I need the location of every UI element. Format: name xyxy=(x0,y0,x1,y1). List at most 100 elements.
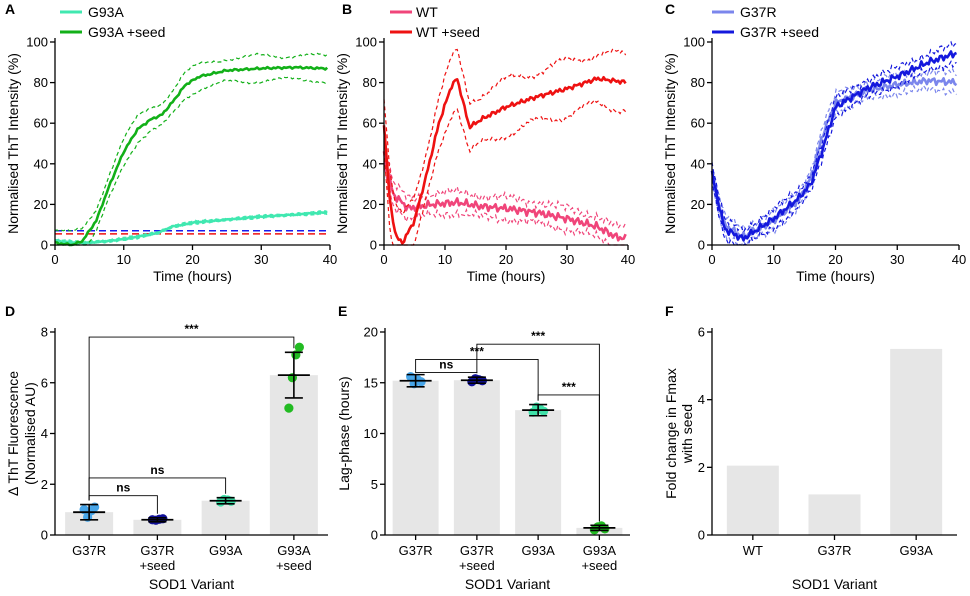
series-wt-line xyxy=(382,151,627,242)
y-axis-title-line2: with seed xyxy=(679,404,695,464)
panel-a-chart: 0 20 40 60 80 100 0 10 20 30 40 Time (hours) Normali… xyxy=(5,35,337,285)
series-wt-seed-lower-ci xyxy=(383,98,627,246)
significance-label: *** xyxy=(562,380,576,394)
legend-label-g37r: G37R xyxy=(740,4,777,20)
x-tick-label: 30 xyxy=(890,252,904,267)
y-axis-title: Normalised ThT Intensity (%) xyxy=(5,53,21,234)
y-tick-label: 4 xyxy=(41,426,48,441)
panel-c-letter: C xyxy=(665,1,675,17)
y-tick-label: 5 xyxy=(371,477,378,492)
x-tick-label: 20 xyxy=(185,252,199,267)
series-g93a-line xyxy=(54,211,328,245)
bar-4 xyxy=(269,375,318,535)
x-tick-label: 10 xyxy=(438,252,452,267)
category-label: G37R xyxy=(399,543,433,558)
y-tick-label: 4 xyxy=(698,392,705,407)
legend-label-g37r-seed: G37R +seed xyxy=(740,24,819,40)
x-axis-title: Time (hours) xyxy=(467,268,546,284)
significance-label: *** xyxy=(184,322,198,336)
category-label: G37R xyxy=(140,543,174,558)
category-label: WT xyxy=(743,543,763,558)
panel-a-letter: A xyxy=(5,1,15,17)
x-tick-label: 0 xyxy=(51,252,58,267)
bar-2 xyxy=(453,380,500,535)
y-tick-label: 0 xyxy=(370,238,377,253)
series-g37r-upper-ci xyxy=(711,66,957,231)
y-axis-title: Fold change in Fmax xyxy=(663,368,679,499)
series-g37r-seed-upper-ci xyxy=(711,40,957,234)
significance-label: ns xyxy=(439,358,453,372)
significance-label: ns xyxy=(116,481,130,495)
x-tick-label: 30 xyxy=(254,252,268,267)
significance-bracket xyxy=(88,477,227,501)
y-tick-label: 60 xyxy=(363,116,377,131)
category-label: G37R xyxy=(460,543,494,558)
bar-2 xyxy=(808,494,861,535)
y-axis-title: Normalised ThT Intensity (%) xyxy=(334,53,350,234)
bar-1 xyxy=(392,380,439,535)
y-tick-label: 0 xyxy=(698,528,705,543)
legend-label-wt: WT xyxy=(416,4,438,20)
x-tick-label: 20 xyxy=(828,252,842,267)
y-tick-label: 2 xyxy=(41,477,48,492)
y-tick-label: 0 xyxy=(41,238,48,253)
significance-bracket xyxy=(415,358,539,401)
category-label: G93A xyxy=(209,543,243,558)
legend-label-g93a-seed: G93A +seed xyxy=(88,24,165,40)
data-point xyxy=(539,406,549,416)
series-wt-upper-ci xyxy=(383,140,627,230)
category-label: G93A xyxy=(900,543,934,558)
panel-f: F 0 2 4 6 WT G37R G93A SOD1 Variant Fold change … xyxy=(663,303,957,592)
panel-f-chart: 0 2 4 6 WT G37R G93A SOD1 Variant Fold change in… xyxy=(663,325,957,592)
category-label: G37R xyxy=(818,543,852,558)
category-label-sub: +seed xyxy=(581,558,617,573)
significance-label: *** xyxy=(470,344,484,358)
significance-bracket xyxy=(537,394,600,522)
panel-c: C G37R G37R +seed 0 20 40 60 80 100 0 10 20 30 40 T… xyxy=(662,1,966,284)
panel-b: B WT WT +seed 0 20 40 60 80 100 0 10 20 30 40 Time … xyxy=(334,1,635,284)
category-label-sub: +seed xyxy=(139,558,175,573)
panel-c-legend: G37R G37R +seed xyxy=(712,4,819,40)
legend-label-wt-seed: WT +seed xyxy=(416,24,480,40)
y-tick-label: 20 xyxy=(364,325,378,340)
y-tick-label: 0 xyxy=(371,528,378,543)
y-axis-title: Lag-phase (hours) xyxy=(336,376,352,490)
y-tick-label: 80 xyxy=(34,75,48,90)
panel-a: A G93A G93A +seed 0 20 40 60 80 100 0 10 20 30 40 T… xyxy=(5,1,337,284)
bar-3 xyxy=(890,348,943,535)
x-axis-title: Time (hours) xyxy=(796,268,875,284)
x-axis-title: SOD1 Variant xyxy=(149,576,234,592)
data-point xyxy=(416,377,426,387)
y-axis-title: Normalised ThT Intensity (%) xyxy=(662,53,678,234)
significance-bracket xyxy=(415,370,478,374)
category-label-sub: +seed xyxy=(276,558,312,573)
legend-label-g93a: G93A xyxy=(88,4,124,20)
series-wt-lower-ci xyxy=(383,161,626,246)
y-tick-label: 2 xyxy=(698,460,705,475)
series-wt-seed-upper-ci xyxy=(383,47,627,215)
series-g37r-seed-lower-ci xyxy=(711,60,957,247)
y-tick-label: 0 xyxy=(41,528,48,543)
panel-a-legend: G93A G93A +seed xyxy=(60,4,165,40)
y-tick-label: 60 xyxy=(691,116,705,131)
y-tick-label: 0 xyxy=(698,238,705,253)
x-tick-label: 20 xyxy=(499,252,513,267)
category-label: G93A xyxy=(277,543,311,558)
significance-bracket xyxy=(88,336,295,501)
significance-label: *** xyxy=(531,329,545,343)
series-g93a-seed-upper-ci xyxy=(54,52,328,232)
series-g37r-seed-line xyxy=(710,50,958,242)
y-tick-label: 100 xyxy=(683,35,705,50)
bar-3 xyxy=(201,500,250,535)
x-axis-title: SOD1 Variant xyxy=(465,576,550,592)
category-label: G37R xyxy=(72,543,106,558)
panel-f-letter: F xyxy=(665,303,674,319)
x-tick-label: 40 xyxy=(621,252,635,267)
y-axis-title: Δ ThT Fluorescence xyxy=(5,371,21,496)
significance-label: ns xyxy=(150,463,164,477)
x-tick-label: 30 xyxy=(560,252,574,267)
